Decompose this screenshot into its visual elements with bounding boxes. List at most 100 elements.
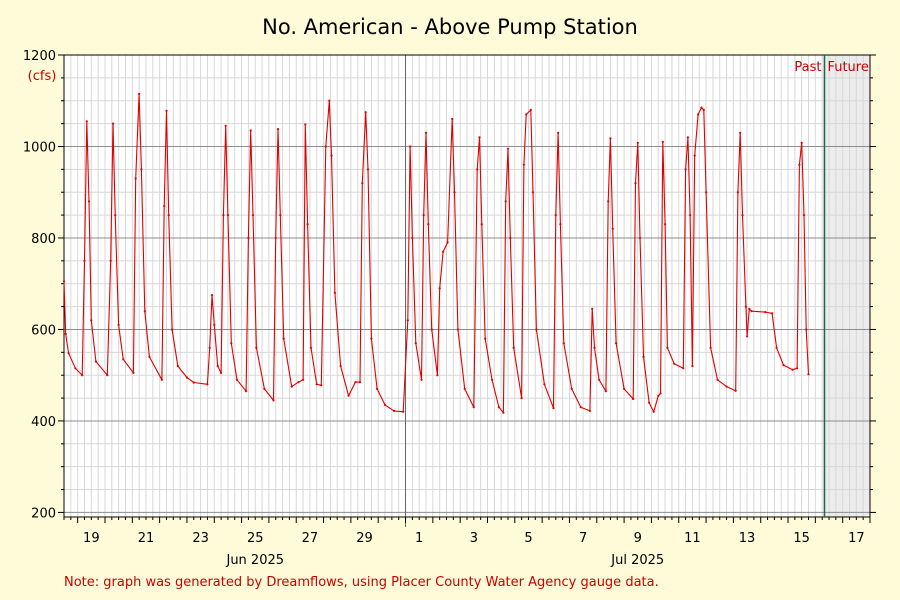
x-tick-label: 11: [684, 531, 701, 546]
flow-data-point: [682, 367, 685, 370]
flow-data-point: [411, 236, 414, 240]
flow-data-point: [800, 141, 803, 144]
flow-data-point: [453, 191, 456, 194]
flow-data-point: [438, 287, 441, 290]
flow-data-point: [805, 328, 808, 331]
flow-data-point: [557, 131, 560, 134]
flow-data-point: [802, 214, 806, 217]
flow-data-point: [446, 241, 449, 244]
flow-series: [62, 92, 810, 414]
flow-data-point: [490, 378, 494, 381]
flow-data-point: [509, 236, 512, 240]
y-tick-label: 200: [31, 506, 56, 521]
flow-data-point: [140, 168, 143, 171]
flow-data-point: [478, 136, 481, 139]
flow-data-point: [684, 168, 687, 171]
flow-data-point: [402, 410, 405, 413]
flow-data-point: [290, 385, 293, 388]
flow-data-point: [358, 381, 362, 384]
flow-data-point: [543, 383, 546, 386]
flow-data-point: [512, 346, 515, 349]
flow-data-point: [226, 214, 229, 217]
chart-title: No. American - Above Pump Station: [262, 15, 638, 39]
flow-data-point: [504, 200, 507, 203]
flow-data-point: [176, 364, 179, 368]
flow-data-point: [106, 374, 109, 377]
flow-data-point: [632, 397, 635, 401]
flow-data-point: [171, 328, 174, 331]
flow-data-point: [420, 378, 423, 381]
flow-data-point: [673, 362, 676, 365]
flow-data-point: [702, 108, 705, 111]
flow-data-point: [167, 214, 170, 217]
flow-data-point: [791, 368, 794, 371]
flow-data-point: [593, 346, 596, 349]
x-tick-label: 15: [793, 531, 810, 546]
flow-data-point: [442, 250, 445, 253]
flow-data-point: [535, 328, 538, 331]
flow-data-point: [525, 113, 528, 116]
x-tick-label: 23: [192, 531, 209, 546]
flow-data-point: [615, 342, 618, 345]
flow-data-point: [138, 92, 141, 95]
x-tick-label: 7: [579, 531, 587, 546]
flow-data-point: [807, 373, 810, 376]
flow-data-point: [552, 407, 555, 410]
y-tick-label: 1200: [23, 49, 56, 64]
flow-data-point: [642, 355, 645, 358]
flow-data-point: [424, 131, 428, 134]
flow-data-point: [725, 385, 728, 388]
flow-data-point: [109, 259, 112, 262]
flow-data-point: [85, 120, 88, 123]
flow-data-point: [497, 406, 500, 409]
flow-data-point: [782, 364, 785, 367]
flow-data-point: [320, 384, 323, 387]
flow-data-point: [206, 383, 209, 386]
flow-data-point: [370, 337, 373, 340]
x-tick-label: 17: [848, 531, 865, 546]
flow-data-point: [230, 342, 233, 345]
flow-data-point: [383, 403, 387, 406]
flow-data-point: [705, 191, 708, 194]
x-tick-label: 27: [302, 531, 319, 546]
flow-data-point: [274, 236, 277, 240]
flow-series-line: [63, 93, 810, 414]
source-note: Note: graph was generated by Dreamflows,…: [64, 575, 659, 590]
flow-data-point: [716, 378, 719, 381]
flow-data-point: [750, 310, 753, 313]
y-axis-unit-label: (cfs): [28, 69, 57, 84]
flow-data-point: [686, 136, 690, 139]
flow-data-point: [741, 214, 744, 217]
x-tick-label: 21: [138, 531, 155, 546]
flow-data-point: [506, 147, 510, 150]
flow-data-point: [210, 294, 214, 297]
flow-data-point: [634, 182, 637, 185]
flow-data-point: [122, 358, 125, 361]
flow-data-point: [798, 163, 801, 166]
flow-data-point: [255, 346, 258, 349]
flow-data-point: [451, 117, 454, 121]
flow-data-point: [272, 399, 275, 402]
flow-data-point: [67, 352, 70, 355]
month-labels: Jun 2025 Jul 2025: [225, 553, 664, 568]
flow-data-point: [664, 223, 667, 226]
flow-data-point: [591, 307, 594, 310]
month-label: Jul 2025: [610, 553, 664, 568]
flow-data-point: [554, 214, 557, 217]
x-tick-label: 29: [356, 531, 373, 546]
y-axis-tick-labels: 200 400 600 800 1000 1200: [23, 49, 56, 521]
flow-data-point: [559, 223, 562, 226]
flow-data-point: [143, 310, 146, 313]
x-tick-label: 19: [83, 531, 100, 546]
flow-data-point: [315, 383, 318, 386]
flow-data-point: [81, 374, 84, 377]
flow-data-point: [64, 332, 67, 336]
flow-data-point: [213, 323, 216, 326]
flow-data-point: [62, 280, 66, 283]
x-axis-tick-labels: 19 21 23 25 27 29 1 3 5 7 9 11 13 15 17: [83, 531, 865, 546]
flow-data-point: [484, 337, 487, 340]
flow-data-point: [163, 204, 166, 208]
flow-data-point: [376, 387, 379, 390]
flow-data-point: [422, 214, 425, 217]
